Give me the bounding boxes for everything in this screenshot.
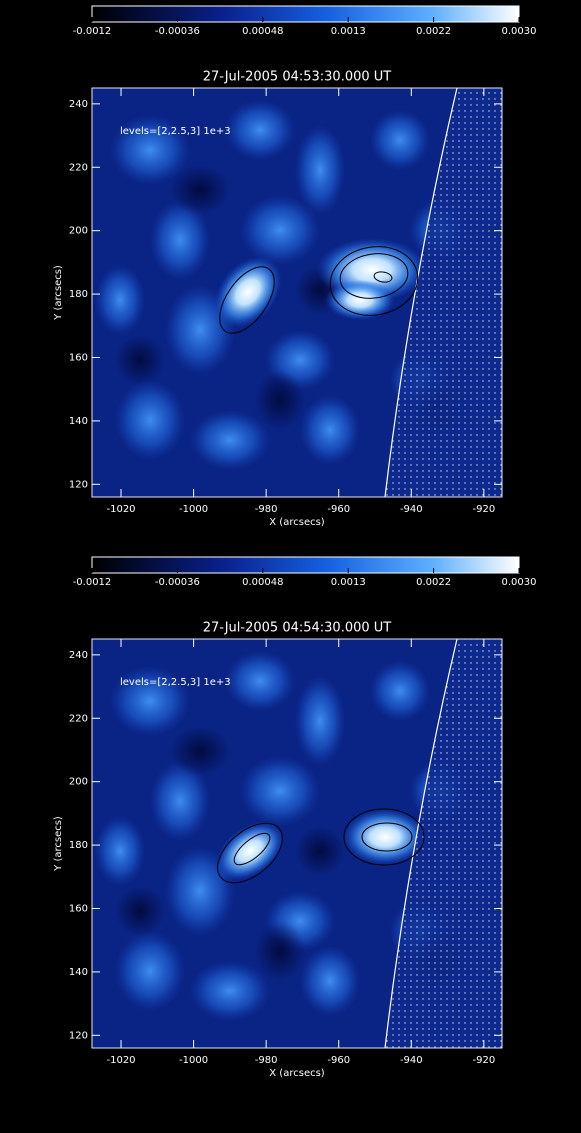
image [92, 639, 502, 1048]
colorbar [91, 5, 520, 23]
annotation: levels=[2,2.5,3] 1e+3 [120, 126, 231, 137]
y-tick-label: 180 [69, 840, 88, 851]
x-tick-label: -980 [255, 1055, 278, 1066]
x-tick-label: -1020 [106, 1055, 135, 1066]
emission [300, 946, 360, 1016]
bright-source [325, 280, 395, 320]
colorbar-tick-label: 0.00048 [242, 577, 283, 588]
contour [361, 822, 413, 852]
colorbar-tick-label: -0.0012 [73, 577, 112, 588]
colorbar-tick-label: 0.0022 [416, 577, 451, 588]
emission [95, 265, 145, 335]
dark-region [170, 165, 230, 215]
y-tick-label: 160 [69, 903, 88, 914]
y-tick-label: 240 [69, 99, 88, 110]
x-tick-label: -960 [327, 504, 350, 515]
emission [240, 756, 320, 826]
dark-region [255, 370, 305, 430]
limb-region [385, 639, 502, 1048]
x-tick-label: -980 [255, 504, 278, 515]
colorbar [91, 556, 520, 574]
emission [190, 961, 270, 1021]
emission [300, 395, 360, 465]
colorbar-tick-label: 0.00048 [242, 26, 283, 37]
emission [115, 931, 185, 1011]
y-tick-label: 140 [69, 967, 88, 978]
x-axis-label: X (arcsecs) [269, 517, 325, 528]
emission [95, 816, 145, 886]
emission [110, 115, 190, 185]
contour [373, 271, 393, 283]
x-tick-label: -940 [400, 504, 423, 515]
chart-title: 27-Jul-2005 04:53:30.000 UT [203, 70, 392, 85]
y-tick-label: 200 [69, 777, 88, 788]
x-tick-label: -920 [473, 504, 496, 515]
panel: -0.0012 -0.00036 0.00048 0.0013 0.0022 0.0030… [53, 556, 537, 1079]
x-axis-label: X (arcsecs) [269, 1068, 325, 1079]
emission [295, 125, 345, 215]
contour [339, 253, 409, 299]
y-tick-label: 120 [69, 479, 88, 490]
y-tick-label: 240 [69, 650, 88, 661]
colorbar-tick-label: 0.0013 [331, 26, 366, 37]
image [92, 88, 502, 497]
y-tick-label: 200 [69, 226, 88, 237]
colorbar-tick-label: -0.00036 [155, 26, 200, 37]
dark-region [115, 335, 165, 385]
chart-title: 27-Jul-2005 04:54:30.000 UT [203, 621, 392, 636]
contour [217, 822, 283, 884]
emission [225, 100, 295, 160]
contour [329, 246, 419, 316]
emission [115, 380, 185, 460]
limb-region [385, 88, 502, 497]
y-tick-label: 120 [69, 1030, 88, 1041]
y-tick-label: 140 [69, 416, 88, 427]
colorbar-tick-label: -0.00036 [155, 577, 200, 588]
x-tick-label: -1000 [179, 504, 208, 515]
x-tick-label: -960 [327, 1055, 350, 1066]
dark-region [170, 726, 230, 776]
plot-frame [91, 638, 503, 1049]
emission [240, 195, 320, 265]
emission [370, 110, 430, 170]
panel: -0.0012 -0.00036 0.00048 0.0013 0.0022 0.0030… [53, 5, 537, 528]
x-tick-label: -1000 [179, 1055, 208, 1066]
emission [150, 761, 210, 841]
dark-region [295, 826, 345, 876]
y-tick-label: 160 [69, 352, 88, 363]
colorbar-tick-label: 0.0030 [502, 26, 537, 37]
annotation: levels=[2,2.5,3] 1e+3 [120, 677, 231, 688]
bright-source [215, 821, 285, 881]
x-tick-label: -1020 [106, 504, 135, 515]
colorbar-tick-label: 0.0030 [502, 577, 537, 588]
contour [219, 266, 275, 334]
emission [150, 200, 210, 280]
emission [190, 410, 270, 470]
emission [295, 676, 345, 766]
y-axis-label: Y (arcsecs) [53, 816, 64, 872]
colorbar-tick-label: 0.0013 [331, 577, 366, 588]
bright-source [343, 809, 427, 865]
y-axis-label: Y (arcsecs) [53, 265, 64, 321]
colorbar-tick-label: -0.0012 [73, 26, 112, 37]
limb [384, 639, 458, 1048]
x-tick-label: -940 [400, 1055, 423, 1066]
dark-region [255, 921, 305, 981]
contour [343, 808, 425, 866]
dark-region [115, 886, 165, 936]
y-tick-label: 220 [69, 162, 88, 173]
x-tick-label: -920 [473, 1055, 496, 1066]
emission [370, 661, 430, 721]
emission [110, 666, 190, 736]
emission [225, 651, 295, 711]
y-tick-label: 180 [69, 289, 88, 300]
colorbar-tick-label: 0.0022 [416, 26, 451, 37]
y-tick-label: 220 [69, 713, 88, 724]
plot-frame [91, 87, 503, 498]
contour [233, 832, 271, 866]
